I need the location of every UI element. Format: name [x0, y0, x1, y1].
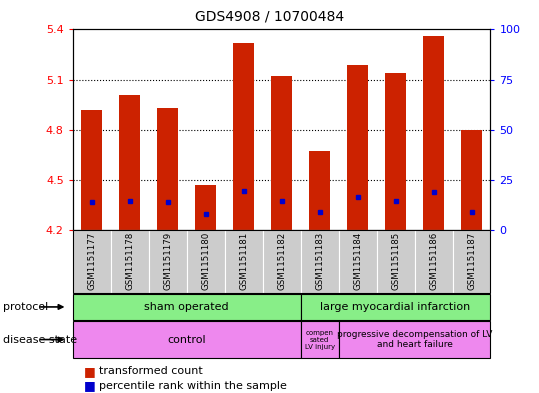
Bar [225, 230, 262, 293]
Bar [157, 108, 178, 230]
Bar [233, 43, 254, 230]
Bar [119, 95, 140, 230]
Bar [149, 230, 186, 293]
Text: progressive decompensation of LV
and heart failure: progressive decompensation of LV and hea… [337, 330, 492, 349]
Bar [262, 230, 301, 293]
Text: GSM1151178: GSM1151178 [125, 232, 134, 290]
Text: GSM1151179: GSM1151179 [163, 232, 172, 290]
Bar [271, 76, 292, 230]
Text: GSM1151177: GSM1151177 [87, 232, 96, 290]
Text: GSM1151187: GSM1151187 [467, 232, 476, 290]
Text: GSM1151183: GSM1151183 [315, 232, 324, 290]
Bar [461, 130, 482, 230]
Text: ■: ■ [84, 365, 99, 378]
Text: GSM1151184: GSM1151184 [353, 232, 362, 290]
Text: compen
sated
LV injury: compen sated LV injury [305, 330, 335, 349]
Text: transformed count: transformed count [99, 366, 202, 376]
Text: GSM1151180: GSM1151180 [201, 232, 210, 290]
Bar [309, 151, 330, 230]
Bar [414, 230, 453, 293]
Bar [186, 230, 225, 293]
Bar [377, 230, 414, 293]
Bar [338, 230, 377, 293]
Text: GDS4908 / 10700484: GDS4908 / 10700484 [195, 10, 344, 24]
Text: percentile rank within the sample: percentile rank within the sample [99, 381, 287, 391]
Bar [453, 230, 490, 293]
Text: GSM1151186: GSM1151186 [429, 232, 438, 290]
Bar [73, 294, 301, 320]
Bar [110, 230, 149, 293]
Text: ■: ■ [84, 379, 99, 393]
Text: control: control [168, 334, 206, 345]
Bar [301, 230, 338, 293]
Text: GSM1151185: GSM1151185 [391, 232, 400, 290]
Bar [73, 321, 301, 358]
Bar [347, 64, 368, 230]
Bar [301, 321, 338, 358]
Bar [338, 321, 490, 358]
Text: sham operated: sham operated [144, 302, 229, 312]
Bar [73, 230, 110, 293]
Text: GSM1151181: GSM1151181 [239, 232, 248, 290]
Text: large myocardial infarction: large myocardial infarction [320, 302, 471, 312]
Text: protocol: protocol [3, 302, 48, 312]
Bar [195, 185, 216, 230]
Text: GSM1151182: GSM1151182 [277, 232, 286, 290]
Bar [81, 110, 102, 230]
Bar [423, 36, 444, 230]
Bar [301, 294, 490, 320]
Bar [385, 73, 406, 230]
Text: disease state: disease state [3, 334, 77, 345]
